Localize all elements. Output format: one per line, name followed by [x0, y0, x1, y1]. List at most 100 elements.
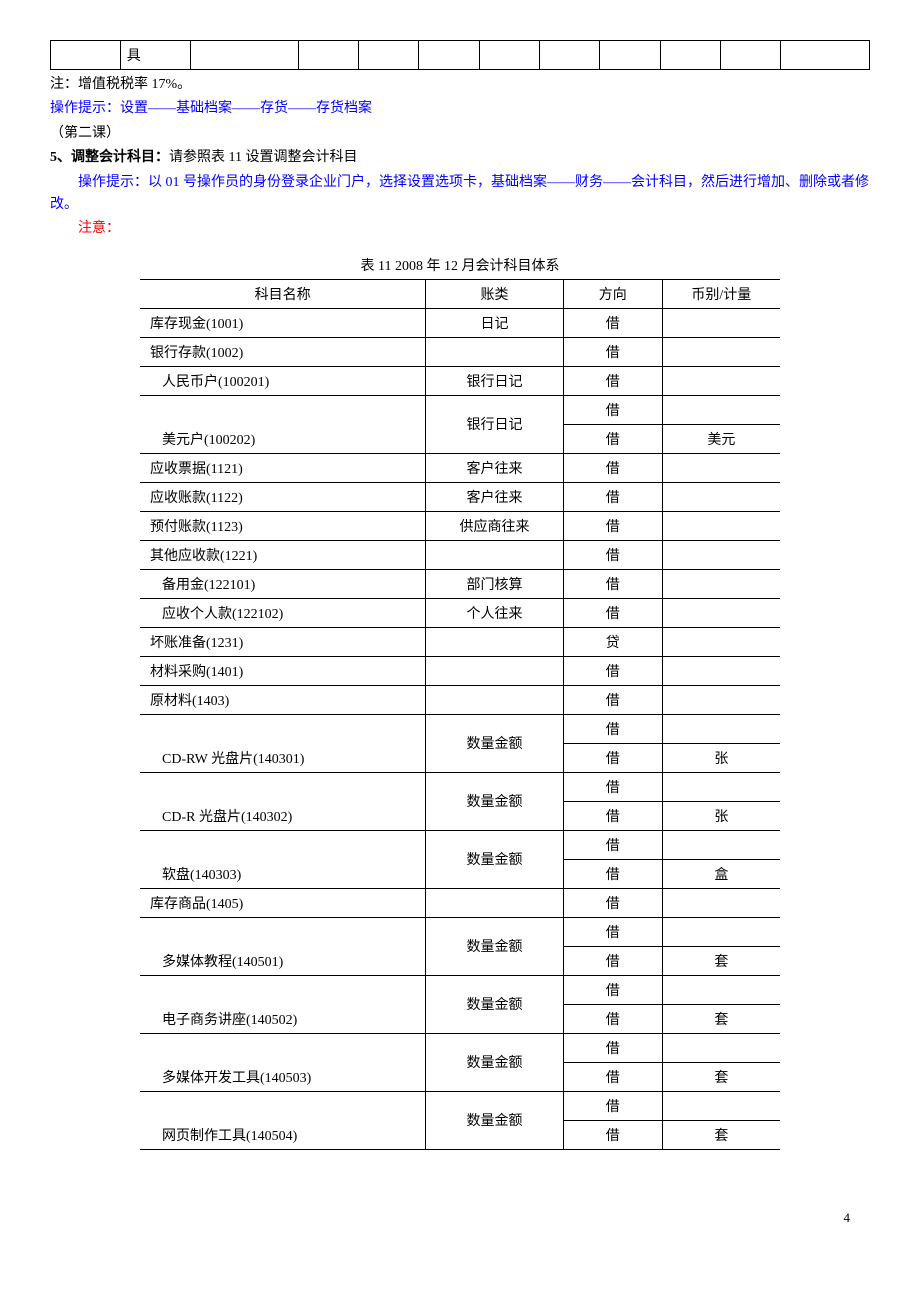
- cell-unit: [662, 482, 780, 511]
- cell-direction: 借: [563, 424, 662, 453]
- cell-direction: 借: [563, 685, 662, 714]
- cell-direction: 借: [563, 656, 662, 685]
- cell-type: [426, 627, 564, 656]
- cell-direction: 借: [563, 598, 662, 627]
- cell-name: 库存现金(1001): [140, 308, 426, 337]
- cell-unit: 美元: [662, 424, 780, 453]
- cell-unit: [662, 917, 780, 946]
- cell-direction: 借: [563, 801, 662, 830]
- cell-direction: 贷: [563, 627, 662, 656]
- table-row: 坏账准备(1231) 贷: [140, 627, 780, 656]
- section-5-label: 5、调整会计科目：: [50, 150, 169, 165]
- section-5-text: 请参照表 11 设置调整会计科目: [169, 150, 357, 165]
- table-row: 软盘(140303)数量金额借: [140, 830, 780, 859]
- table-row: 库存现金(1001)日记借: [140, 308, 780, 337]
- table-row: CD-R 光盘片(140302)数量金额借: [140, 772, 780, 801]
- cell-name: 坏账准备(1231): [140, 627, 426, 656]
- cell-name: 电子商务讲座(140502): [140, 975, 426, 1033]
- cell: [298, 41, 358, 70]
- table-row: 多媒体开发工具(140503)数量金额借: [140, 1033, 780, 1062]
- cell-type: 银行日记: [426, 366, 564, 395]
- cell-unit: [662, 569, 780, 598]
- cell-unit: 张: [662, 743, 780, 772]
- cell-unit: [662, 656, 780, 685]
- cell-direction: 借: [563, 946, 662, 975]
- table-row: CD-RW 光盘片(140301)数量金额借: [140, 714, 780, 743]
- cell-unit: 盒: [662, 859, 780, 888]
- table-row: 人民币户(100201)银行日记借: [140, 366, 780, 395]
- cell-name: 美元户(100202): [140, 395, 426, 453]
- cell-type: 数量金额: [426, 1033, 564, 1091]
- cell-unit: 张: [662, 801, 780, 830]
- cell-name: 应收个人款(122102): [140, 598, 426, 627]
- cell-type: 客户往来: [426, 482, 564, 511]
- cell-name: 其他应收款(1221): [140, 540, 426, 569]
- header-type: 账类: [426, 279, 564, 308]
- cell: [359, 41, 419, 70]
- table-row: 应收账款(1122)客户往来借: [140, 482, 780, 511]
- cell-unit: [662, 395, 780, 424]
- cell-type: 数量金额: [426, 714, 564, 772]
- cell-direction: 借: [563, 308, 662, 337]
- cell-type: 数量金额: [426, 917, 564, 975]
- cell: [781, 41, 870, 70]
- cell-type: [426, 685, 564, 714]
- table-row: 备用金(122101)部门核算借: [140, 569, 780, 598]
- cell-unit: 套: [662, 1120, 780, 1149]
- cell-name: 人民币户(100201): [140, 366, 426, 395]
- cell-name: 材料采购(1401): [140, 656, 426, 685]
- page-number: 4: [50, 1210, 870, 1226]
- cell-unit: [662, 714, 780, 743]
- cell-type: 数量金额: [426, 1091, 564, 1149]
- cell-direction: 借: [563, 1091, 662, 1120]
- note-tax-rate: 注：增值税税率 17%。: [50, 74, 870, 96]
- cell-name: 预付账款(1123): [140, 511, 426, 540]
- cell-direction: 借: [563, 1062, 662, 1091]
- cell-unit: [662, 511, 780, 540]
- table-row: 网页制作工具(140504)数量金额借: [140, 1091, 780, 1120]
- cell-name: CD-R 光盘片(140302): [140, 772, 426, 830]
- cell: [660, 41, 720, 70]
- cell-direction: 借: [563, 366, 662, 395]
- table-row: 电子商务讲座(140502)数量金额借: [140, 975, 780, 1004]
- cell-type: [426, 540, 564, 569]
- cell-name: 应收账款(1122): [140, 482, 426, 511]
- cell-type: [426, 337, 564, 366]
- cell-unit: [662, 337, 780, 366]
- cell-type: 个人往来: [426, 598, 564, 627]
- cell-direction: 借: [563, 917, 662, 946]
- cell: [540, 41, 600, 70]
- cell-type: [426, 888, 564, 917]
- cell-direction: 借: [563, 859, 662, 888]
- table-row: 多媒体教程(140501)数量金额借: [140, 917, 780, 946]
- cell-name: 库存商品(1405): [140, 888, 426, 917]
- cell-unit: [662, 366, 780, 395]
- cell-direction: 借: [563, 1004, 662, 1033]
- cell: 具: [120, 41, 191, 70]
- cell-type: [426, 656, 564, 685]
- cell-direction: 借: [563, 453, 662, 482]
- cell-direction: 借: [563, 743, 662, 772]
- header-name: 科目名称: [140, 279, 426, 308]
- cell-name: 备用金(122101): [140, 569, 426, 598]
- cell: [51, 41, 121, 70]
- cell-type: 客户往来: [426, 453, 564, 482]
- cell: [600, 41, 660, 70]
- cell-direction: 借: [563, 337, 662, 366]
- cell: [419, 41, 479, 70]
- cell-direction: 借: [563, 772, 662, 801]
- cell-unit: [662, 1033, 780, 1062]
- cell-name: 银行存款(1002): [140, 337, 426, 366]
- cell: [720, 41, 780, 70]
- table-row: 银行存款(1002) 借: [140, 337, 780, 366]
- cell-type: 供应商往来: [426, 511, 564, 540]
- table-row: 库存商品(1405)借: [140, 888, 780, 917]
- cell-type: 银行日记: [426, 395, 564, 453]
- cell-unit: [662, 598, 780, 627]
- cell-unit: [662, 540, 780, 569]
- table-row: 预付账款(1123)供应商往来借: [140, 511, 780, 540]
- cell-unit: [662, 308, 780, 337]
- cell-direction: 借: [563, 540, 662, 569]
- table-row: 应收个人款(122102)个人往来借: [140, 598, 780, 627]
- cell-unit: 套: [662, 946, 780, 975]
